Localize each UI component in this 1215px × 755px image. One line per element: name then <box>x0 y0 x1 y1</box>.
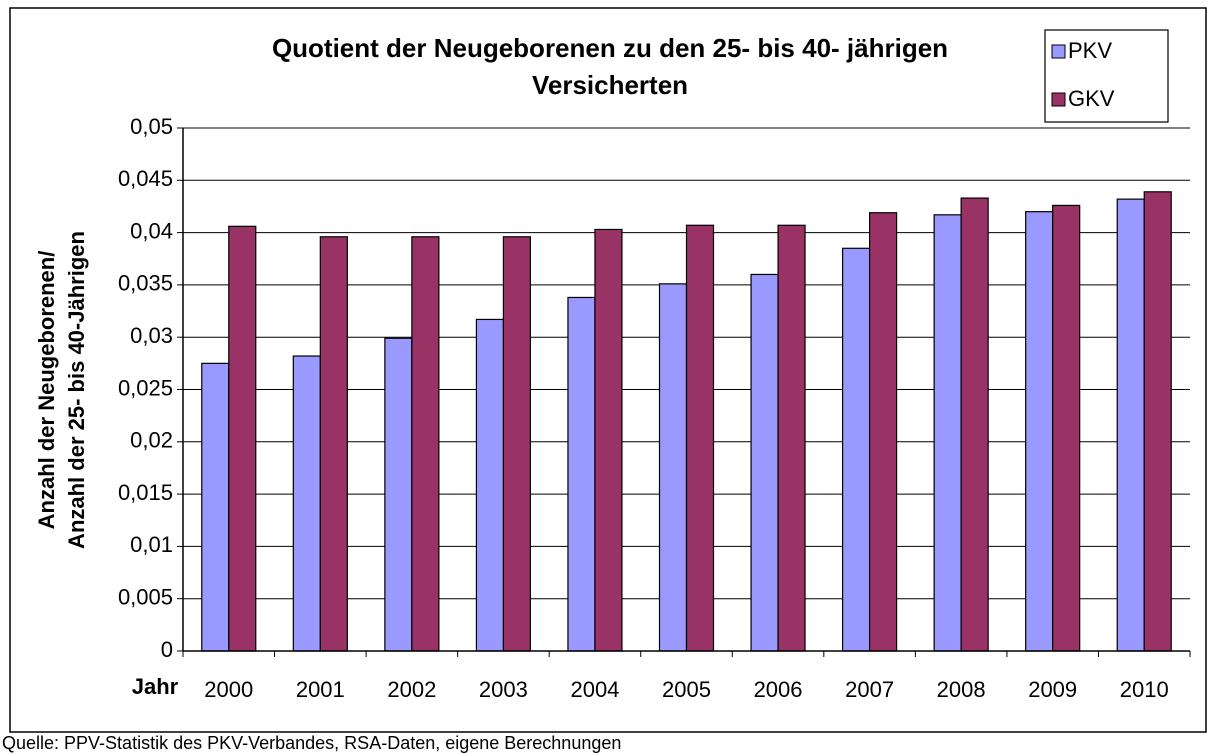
bar <box>567 296 596 652</box>
x-tick-label: 2008 <box>937 677 986 702</box>
legend-label: GKV <box>1068 86 1115 111</box>
bar <box>319 236 348 652</box>
x-axis-title: Jahr <box>132 674 179 699</box>
y-tick-label: 0,04 <box>130 218 173 243</box>
legend-swatch <box>1051 92 1066 107</box>
bar <box>685 224 715 652</box>
chart-title: Versicherten <box>532 70 688 100</box>
bar <box>502 236 532 652</box>
y-tick-label: 0,03 <box>130 323 173 348</box>
x-tick-label: 2004 <box>570 677 619 702</box>
bar <box>201 362 230 652</box>
y-axis-title: Anzahl der Neugeborenen/ Anzahl der 25- … <box>34 231 89 549</box>
bar <box>933 214 962 652</box>
bar <box>960 197 989 652</box>
bar <box>384 337 413 652</box>
bar <box>292 355 321 652</box>
chart-title: Quotient der Neugeborenen zu den 25- bis… <box>272 33 948 63</box>
y-tick-label: 0,045 <box>118 166 173 191</box>
bar <box>750 273 779 652</box>
bar <box>841 247 871 652</box>
bar <box>475 318 505 652</box>
bar <box>1025 211 1054 652</box>
x-tick-label: 2001 <box>296 677 345 702</box>
x-tick-label: 2010 <box>1120 677 1169 702</box>
y-axis-title-line: Anzahl der 25- bis 40-Jährigen <box>64 231 89 549</box>
y-axis-title-line: Anzahl der Neugeborenen/ <box>34 251 59 530</box>
bar <box>228 225 257 652</box>
y-tick-label: 0,015 <box>118 480 173 505</box>
y-tick-label: 0,035 <box>118 271 173 296</box>
bar <box>868 212 898 652</box>
bar <box>1052 204 1081 652</box>
bar <box>411 236 440 652</box>
y-tick-label: 0,01 <box>130 532 173 557</box>
bar <box>658 283 688 652</box>
legend-label: PKV <box>1068 38 1112 63</box>
bar <box>594 228 623 652</box>
y-tick-label: 0,025 <box>118 375 173 400</box>
x-tick-label: 2000 <box>204 677 253 702</box>
x-tick-label: 2009 <box>1028 677 1077 702</box>
x-tick-label: 2003 <box>479 677 528 702</box>
bar <box>1143 191 1172 652</box>
x-tick-label: 2002 <box>387 677 436 702</box>
legend-swatch <box>1051 44 1066 59</box>
x-tick-label: 2006 <box>754 677 803 702</box>
bar <box>777 224 806 652</box>
y-tick-label: 0,05 <box>130 114 173 139</box>
source-note: Quelle: PPV-Statistik des PKV-Verbandes,… <box>2 733 621 753</box>
x-tick-label: 2007 <box>845 677 894 702</box>
y-tick-label: 0,005 <box>118 585 173 610</box>
x-tick-label: 2005 <box>662 677 711 702</box>
y-tick-label: 0 <box>161 637 173 662</box>
y-tick-label: 0,02 <box>130 428 173 453</box>
bar <box>1116 198 1145 652</box>
